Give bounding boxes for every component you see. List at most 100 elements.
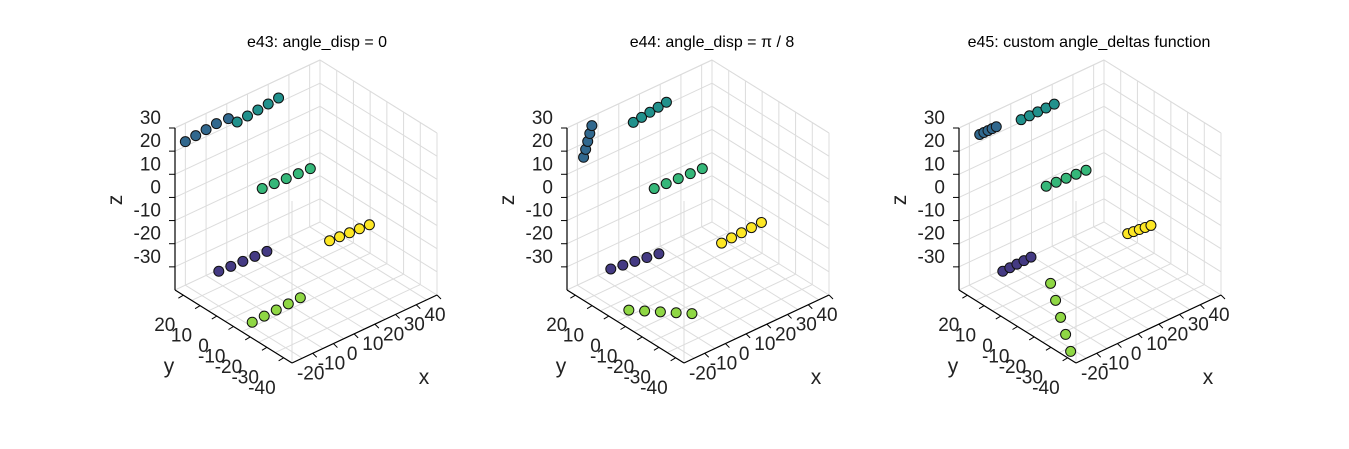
grid-line: [958, 105, 1105, 175]
y-tick-mark: [603, 315, 610, 320]
z-tick-label: 20: [924, 131, 945, 152]
z-tick-label: -20: [526, 224, 553, 245]
grid-line: [711, 82, 830, 157]
data-points: [578, 96, 767, 320]
pane-edge: [566, 59, 713, 129]
data-point: [623, 304, 635, 316]
x-tick-mark: [1220, 294, 1226, 300]
grid-line: [680, 236, 799, 310]
y-tick-mark: [1062, 357, 1068, 362]
grid-line: [618, 265, 737, 340]
data-point: [231, 116, 243, 128]
data-point: [294, 292, 306, 304]
grid-line: [267, 245, 386, 320]
data-point: [179, 136, 191, 148]
data-point: [686, 308, 698, 320]
pane-edge: [566, 221, 713, 291]
series-6: [623, 304, 698, 320]
data-point: [1145, 219, 1157, 231]
y-tick-mark: [1045, 346, 1052, 351]
y-tick-mark: [178, 294, 184, 299]
z-tick-label: 30: [532, 108, 553, 129]
series-5: [716, 216, 767, 249]
y-tick-label: 20: [546, 315, 567, 336]
data-point: [1025, 251, 1037, 263]
data-point: [660, 96, 672, 108]
y-tick-mark: [570, 294, 576, 299]
series-3: [231, 92, 285, 128]
y-tick-label: -40: [1032, 378, 1059, 399]
data-point: [344, 227, 355, 239]
z-tick-label: -10: [134, 201, 161, 222]
data-point: [660, 178, 672, 190]
x-tick-mark: [1158, 323, 1164, 329]
grid-line: [1093, 226, 1211, 301]
x-tick-label: -10: [318, 354, 345, 375]
series-2: [578, 120, 598, 163]
y-tick-mark: [194, 305, 201, 310]
data-point: [653, 248, 665, 260]
y-tick-mark: [1028, 336, 1035, 341]
data-points: [974, 98, 1157, 357]
series-6: [246, 292, 306, 328]
data-point: [672, 173, 684, 185]
z-axis-label: z: [888, 195, 911, 206]
y-tick-mark: [620, 326, 626, 330]
grid-line: [1103, 198, 1222, 273]
grid-line: [566, 198, 713, 268]
x-tick-label: 40: [816, 305, 837, 326]
z-tick-label: 30: [140, 108, 161, 129]
x-axis-line: [1075, 294, 1222, 364]
data-point: [1050, 176, 1062, 188]
data-point: [726, 232, 738, 244]
grid-line: [1031, 255, 1149, 330]
data-point: [200, 124, 212, 136]
grid-line: [1103, 105, 1222, 180]
data-point: [1040, 180, 1052, 192]
data-point: [225, 260, 237, 272]
x-tick-label: 0: [739, 344, 750, 365]
subplot-title: e45: custom angle_deltas function: [968, 34, 1211, 51]
series-6: [1045, 277, 1077, 357]
data-point: [990, 121, 1002, 133]
x-tick-mark: [1137, 333, 1143, 339]
data-point: [652, 101, 664, 113]
x-tick-mark: [1117, 343, 1122, 348]
data-point: [716, 237, 728, 249]
x-tick-mark: [1179, 314, 1184, 319]
grid-line: [566, 152, 713, 222]
grid-line: [566, 175, 713, 245]
z-tick-label: -30: [526, 247, 553, 268]
y-axis-label: y: [164, 355, 175, 378]
grid-line: [319, 105, 438, 180]
pane-edge: [1103, 59, 1222, 134]
x-axis-label: x: [1203, 366, 1214, 389]
grid-line: [711, 198, 830, 273]
grid-line: [319, 175, 438, 250]
y-tick-label: -10: [982, 347, 1009, 368]
grid-line: [958, 198, 1105, 268]
y-tick-label: 10: [955, 326, 976, 347]
x-tick-mark: [436, 294, 442, 300]
data-point: [696, 163, 708, 175]
x-tick-mark: [828, 294, 834, 300]
z-tick-label: -10: [918, 201, 945, 222]
x-tick-label: 0: [347, 344, 358, 365]
y-tick-mark: [211, 315, 218, 320]
series-5: [1122, 219, 1157, 240]
grid-line: [1103, 82, 1222, 157]
x-tick-mark: [1199, 304, 1205, 310]
y-tick-label: -40: [640, 378, 667, 399]
data-point: [644, 106, 656, 118]
data-point: [629, 255, 641, 267]
grid-line: [185, 284, 303, 359]
y-axis-label: y: [556, 355, 567, 378]
series-4: [648, 163, 708, 195]
grid-line: [1072, 236, 1191, 310]
pane-edge: [958, 59, 1105, 129]
subplot-3: e45: custom angle_deltas function3020100…: [888, 34, 1230, 399]
y-tick-label: -40: [248, 378, 275, 399]
z-tick-label: 10: [924, 154, 945, 175]
y-tick-mark: [586, 305, 593, 310]
x-tick-mark: [395, 314, 400, 319]
